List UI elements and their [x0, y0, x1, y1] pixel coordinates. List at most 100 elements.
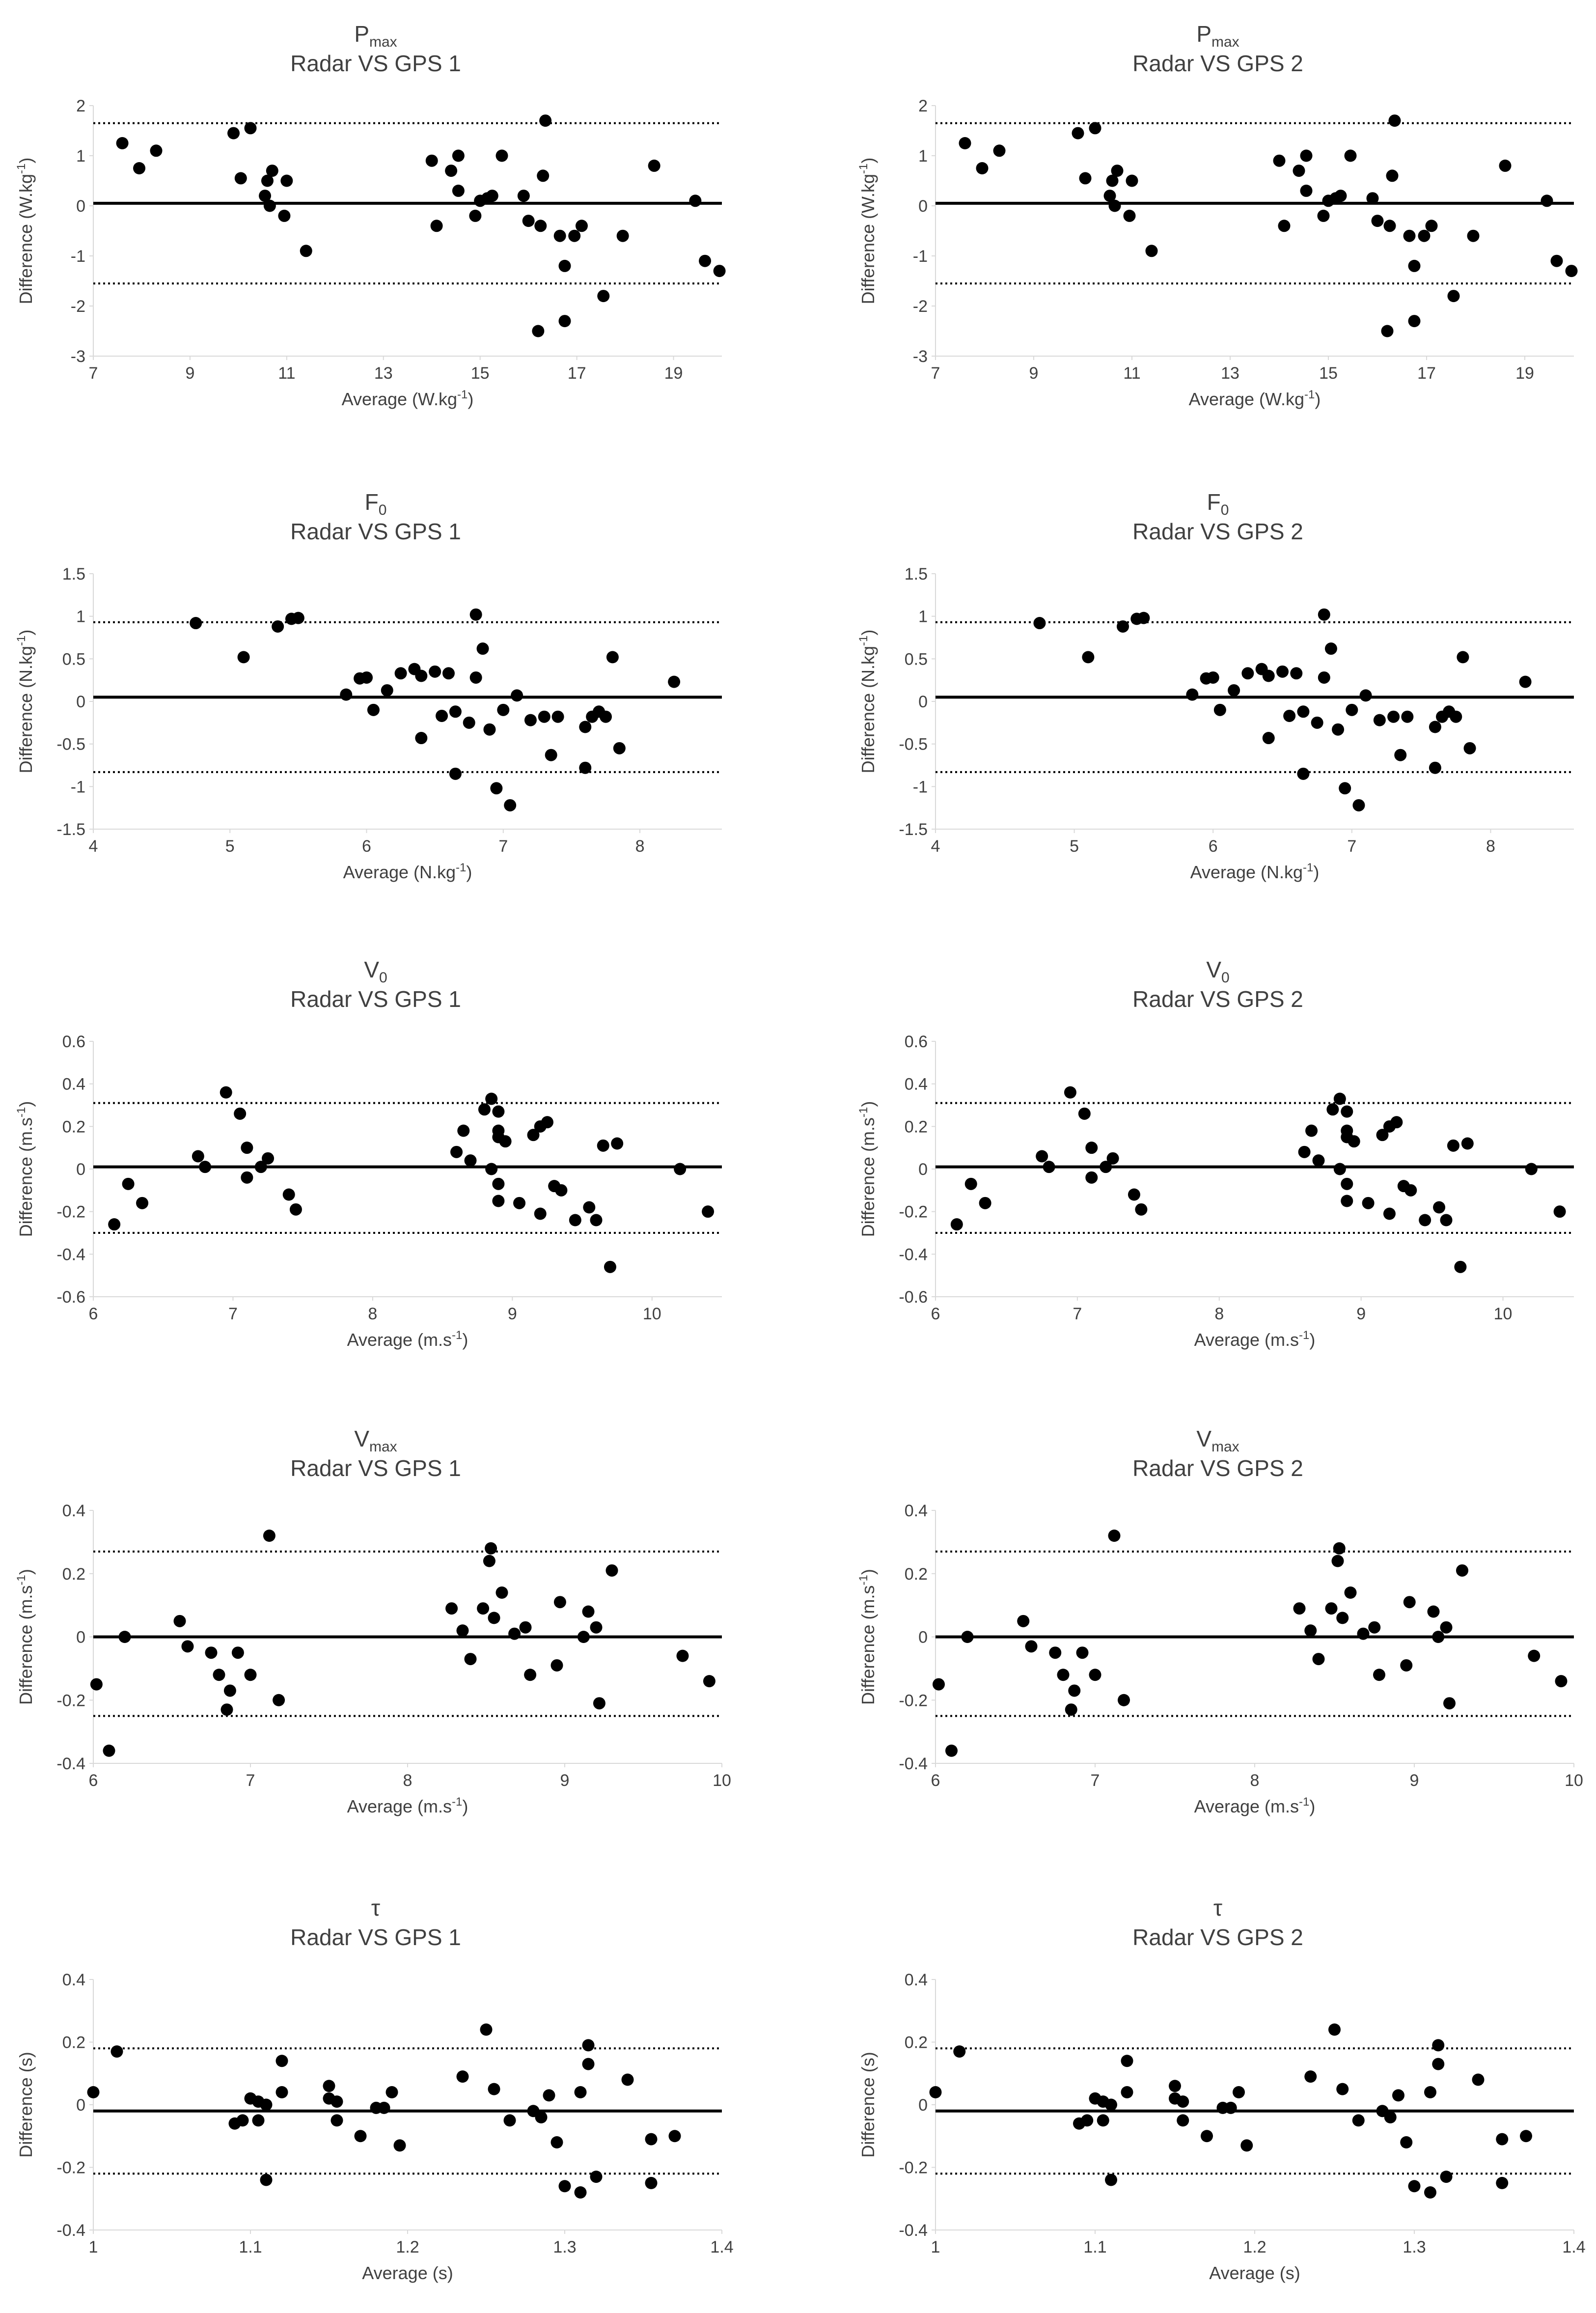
data-point [241, 1142, 253, 1154]
data-point [252, 2114, 265, 2127]
data-point [237, 651, 250, 664]
data-point [1440, 1214, 1453, 1226]
x-tick-label: 5 [225, 837, 235, 856]
data-point [486, 190, 498, 202]
x-axis-label-end: ) [1309, 1330, 1315, 1350]
data-point [1454, 1260, 1467, 1273]
data-point [394, 667, 407, 680]
x-tick-label: 19 [1515, 364, 1534, 383]
data-point [517, 190, 530, 202]
data-point [477, 1602, 490, 1615]
data-point [1108, 1530, 1121, 1542]
data-point [236, 2114, 249, 2127]
data-point [590, 1621, 603, 1634]
y-tick-label: -2 [71, 297, 85, 316]
y-tick-label: 1.5 [62, 565, 85, 584]
data-point [1447, 1139, 1459, 1152]
data-point [551, 710, 564, 723]
x-tick-label: 4 [89, 837, 98, 856]
data-point [1525, 1163, 1538, 1175]
data-point [495, 149, 508, 162]
data-point [199, 1161, 212, 1173]
x-tick-label: 6 [89, 1305, 98, 1323]
data-point [1036, 1150, 1048, 1163]
data-point [1118, 1694, 1130, 1706]
y-axis-label-main: Difference (m.s [16, 1117, 36, 1237]
data-point [1400, 2136, 1413, 2148]
data-point [1341, 1195, 1353, 1207]
chart-title: V0 [364, 957, 387, 986]
x-axis-label: Average (m.s-1) [347, 1329, 468, 1350]
data-point [1325, 1602, 1338, 1615]
data-point [456, 1624, 469, 1637]
data-point [959, 137, 971, 149]
chart-subtitle: Radar VS GPS 1 [290, 1455, 461, 1481]
y-tick-label: 0 [918, 1628, 928, 1647]
data-point [1333, 1542, 1346, 1555]
data-point [993, 144, 1006, 157]
data-point [483, 1555, 495, 1567]
chart-title: Vmax [1196, 1426, 1239, 1455]
y-tick-label: 0 [76, 2096, 85, 2115]
x-axis-label: Average (W.kg-1) [342, 388, 474, 409]
data-point [263, 1530, 275, 1542]
data-point [323, 2080, 335, 2092]
data-point [452, 184, 465, 197]
y-tick-label: 0.2 [905, 1565, 928, 1584]
data-point [476, 642, 489, 655]
data-point [1427, 1605, 1440, 1618]
data-point [1334, 190, 1347, 202]
data-point [1121, 2055, 1133, 2067]
data-point [674, 1163, 687, 1175]
data-point [933, 1678, 945, 1691]
data-point [488, 1612, 500, 1624]
data-point [1541, 195, 1553, 207]
data-point [1177, 2095, 1189, 2108]
data-point [103, 1744, 115, 1757]
y-tick-label: -0.5 [899, 735, 928, 754]
data-point [241, 1171, 253, 1184]
data-point [150, 144, 163, 157]
y-axis-label-end: ) [16, 630, 36, 636]
x-tick-label: 7 [89, 364, 98, 383]
data-point [1290, 667, 1303, 680]
x-tick-label: 1.2 [396, 2238, 419, 2257]
data-point [645, 2176, 658, 2189]
data-point [1432, 1631, 1445, 1643]
chart-title-subscript: 0 [379, 502, 387, 518]
y-axis-label: Difference (m.s-1) [857, 1101, 878, 1237]
data-point [1081, 2114, 1094, 2127]
data-point [1383, 220, 1396, 232]
y-tick-label: -0.2 [899, 1203, 928, 1222]
data-point [1555, 1675, 1568, 1688]
data-point [1496, 2176, 1509, 2189]
data-point [488, 2083, 500, 2095]
x-axis-label: Average (W.kg-1) [1189, 388, 1321, 409]
data-point [492, 1105, 505, 1118]
data-point [1241, 667, 1254, 680]
data-point [330, 2095, 343, 2108]
data-point [227, 127, 240, 139]
data-point [1103, 190, 1116, 202]
data-point [340, 688, 353, 701]
data-point [1433, 1201, 1446, 1214]
data-point [1085, 1171, 1098, 1184]
data-point [292, 612, 304, 624]
data-point [1565, 265, 1578, 278]
data-point [702, 1205, 715, 1218]
data-point [945, 1744, 958, 1757]
data-point [449, 705, 462, 718]
data-point [499, 1135, 512, 1148]
data-point [590, 2171, 603, 2183]
x-axis-label: Average (N.kg-1) [343, 861, 472, 882]
data-point [1457, 651, 1469, 664]
data-point [616, 229, 629, 242]
y-tick-label: 0.4 [905, 1971, 928, 1989]
data-point [1201, 2130, 1213, 2143]
y-tick-label: -0.4 [899, 1245, 928, 1264]
x-axis-label-main: Average (W.kg [342, 389, 457, 409]
data-point [223, 1684, 236, 1697]
x-tick-label: 10 [1565, 1771, 1583, 1790]
